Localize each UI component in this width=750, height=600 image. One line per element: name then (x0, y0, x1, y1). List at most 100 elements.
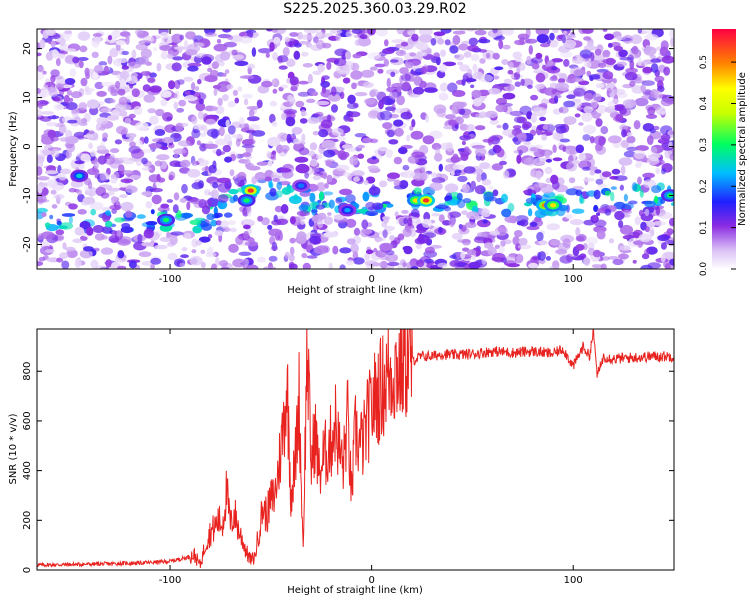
spectrogram-cell (221, 29, 232, 33)
spectrogram-cell (38, 256, 46, 262)
spectrogram-cell (304, 172, 309, 179)
spectrogram-cell (387, 261, 400, 267)
spectrogram-cell (179, 34, 185, 41)
spectrogram-cell (315, 39, 325, 50)
spectrogram-cell (386, 97, 394, 105)
spectrogram-cell (148, 143, 162, 149)
spectrogram-cell (83, 88, 95, 92)
spectrogram-cell (582, 166, 591, 171)
spectrogram-cell (653, 152, 661, 159)
spectrogram-cell (634, 216, 641, 226)
spectrogram-cell (306, 255, 318, 259)
spectrogram-cell (119, 31, 131, 37)
spectrogram-cell (369, 66, 378, 71)
spectrogram-cell (572, 77, 584, 83)
colorbar-tick-label: 0.1 (699, 220, 709, 234)
spectrogram-cell (267, 136, 281, 147)
spectrogram-cell (129, 141, 136, 148)
spectrogram-cell (107, 84, 120, 94)
spectrogram-cell (125, 185, 138, 194)
spectrogram-cell (574, 113, 581, 118)
spectrogram-cell (213, 88, 218, 96)
spectrogram-cell (459, 135, 472, 141)
spectrogram-cell (105, 220, 113, 228)
spectrogram-cell (155, 108, 165, 117)
spectrogram-cell (122, 160, 134, 165)
spectrogram-cell (560, 29, 573, 32)
spectrogram-cell (581, 29, 594, 34)
spectrogram-cell (345, 218, 357, 228)
spectrogram-cell (347, 111, 361, 118)
spectrogram-hotspot (422, 198, 430, 203)
spectrogram-cell (46, 122, 58, 127)
spectrogram-cell (77, 209, 87, 215)
spectrogram-cell (243, 98, 249, 106)
spectrogram-cell (484, 242, 494, 249)
spectrogram-cell (62, 242, 67, 250)
spectrogram-cell (351, 170, 365, 177)
spectrogram-y-tick-label: 0 (22, 143, 33, 149)
spectrogram-cell (143, 136, 149, 144)
spectrogram-cell (186, 201, 191, 211)
spectrogram-cell (150, 257, 162, 265)
spectrogram-cell (177, 79, 185, 85)
spectrogram-cell (191, 128, 201, 139)
spectrogram-cell (400, 111, 413, 120)
spectrogram-cell (289, 76, 299, 86)
spectrogram-cell (457, 61, 463, 66)
spectrogram-cell (466, 124, 476, 132)
spectrogram-cell (651, 185, 662, 194)
spectrogram-cell (248, 124, 261, 132)
spectrogram-cell (68, 187, 77, 193)
colorbar-ticks: 0.0 0.1 0.2 0.3 0.4 0.5 (699, 55, 736, 276)
spectrogram-cell (246, 264, 259, 269)
spectrogram-cell (55, 83, 64, 90)
spectrogram-cell (277, 55, 289, 63)
spectrogram-cell (558, 144, 566, 151)
spectrogram-cell (406, 134, 411, 142)
spectrogram-cell (451, 106, 458, 115)
spectrogram-cell (563, 58, 570, 67)
spectrogram-cell (382, 216, 389, 224)
spectrogram-cell (583, 219, 595, 226)
spectrogram-cell (273, 214, 278, 222)
spectrogram-cell (117, 88, 126, 96)
spectrogram-cell (488, 148, 497, 156)
spectrogram-cell (462, 113, 470, 119)
spectrogram-cell (342, 77, 351, 84)
spectrogram-cell (495, 104, 507, 113)
spectrogram-cell (402, 81, 411, 91)
spectrogram-cell (272, 88, 278, 94)
spectrogram-cell (232, 258, 247, 268)
spectrogram-cell (594, 169, 602, 174)
spectrogram-cell (227, 100, 236, 108)
spectrogram-cell (90, 259, 99, 269)
spectrogram-cell (594, 48, 602, 56)
spectrogram-cell (403, 217, 409, 225)
spectrogram-cell (82, 196, 95, 205)
spectrogram-cell (529, 221, 538, 227)
spectrogram-cell (201, 56, 212, 65)
spectrogram-cell (382, 122, 393, 130)
spectrogram-cell (447, 82, 458, 93)
spectrogram-cell (133, 105, 143, 115)
colorbar-tick-label: 0.5 (699, 55, 709, 69)
spectrogram-cell (644, 200, 656, 208)
spectrogram-cell (128, 113, 136, 119)
spectrogram-cell (275, 29, 286, 35)
spectrogram-cell (569, 219, 584, 226)
spectrogram-cell (488, 185, 493, 191)
spectrogram-cell (243, 230, 250, 240)
spectrogram-cell (172, 204, 179, 214)
spectrogram-cell (342, 144, 353, 150)
spectrogram-cell (69, 97, 74, 103)
spectrogram-cell (383, 58, 389, 67)
spectrogram-cell (565, 214, 573, 220)
spectrogram-cell (335, 65, 350, 75)
spectrogram-cell (295, 216, 306, 221)
spectrogram-cell (618, 49, 628, 58)
spectrogram-cell (102, 132, 109, 140)
spectrogram-cell (315, 100, 330, 106)
